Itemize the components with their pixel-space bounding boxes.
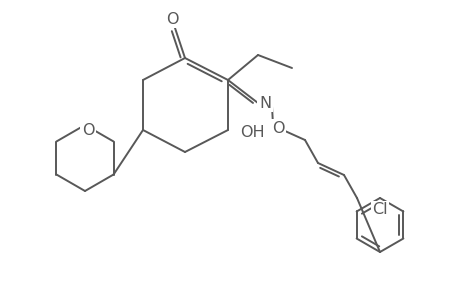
Text: O: O bbox=[271, 121, 284, 136]
Text: OH: OH bbox=[239, 124, 264, 140]
Text: O: O bbox=[82, 122, 94, 137]
Text: O: O bbox=[165, 11, 178, 26]
Text: N: N bbox=[258, 95, 270, 110]
Text: Cl: Cl bbox=[371, 202, 387, 217]
